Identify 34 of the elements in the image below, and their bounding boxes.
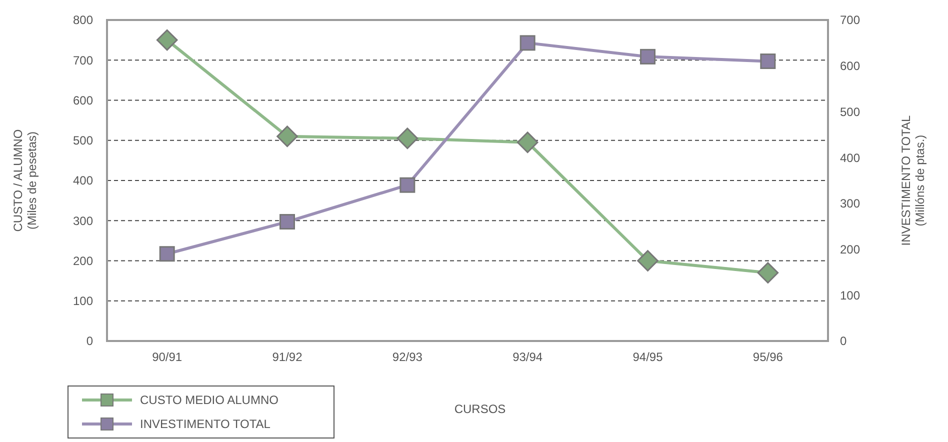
point <box>280 214 295 230</box>
x-tick-label: 94/95 <box>632 350 664 364</box>
x-tick-label: 95/96 <box>752 350 784 364</box>
y2-tick-label: 600 <box>840 59 860 74</box>
y-tick-label: 800 <box>72 13 94 28</box>
x-tick-label: 92/93 <box>392 350 423 364</box>
x-tick-label: 90/91 <box>152 350 182 364</box>
y2-axis-title: INVESTIMENTO TOTAL (Millóns de ptas.) <box>899 114 927 246</box>
y-tick-label: 300 <box>72 214 94 228</box>
y-tick-label: 700 <box>72 53 94 68</box>
point <box>760 54 776 70</box>
point <box>159 246 175 262</box>
point <box>640 48 656 64</box>
y2-tick-label: 300 <box>840 196 860 211</box>
point <box>400 177 416 193</box>
y2-tick-label: 100 <box>840 288 860 302</box>
y2-tick-label: 400 <box>840 150 860 165</box>
x-tick-label: 93/94 <box>512 350 543 364</box>
y-tick-label: 400 <box>72 174 94 188</box>
y-tick-label: 200 <box>72 254 94 268</box>
y-tick-label: 100 <box>72 294 94 308</box>
y2-tick-label: 200 <box>840 242 860 256</box>
y-tick-label: 600 <box>72 93 94 108</box>
y-axis-title: CUSTO / ALUMNO (Miles de pesetas) <box>11 129 39 232</box>
legend-label: INVESTIMENTO TOTAL <box>140 417 271 432</box>
y2-tick-label: 500 <box>840 104 860 119</box>
x-tick-label: 91/92 <box>272 350 303 364</box>
x-axis-title: CURSOS <box>454 402 506 416</box>
y-tick-label: 500 <box>72 134 94 148</box>
y-tick-label: 0 <box>86 334 94 348</box>
y2-tick-label: 0 <box>840 334 847 348</box>
legend-label: CUSTO MEDIO ALUMNO <box>140 393 278 408</box>
y2-tick-label: 700 <box>840 13 860 28</box>
point <box>520 35 536 51</box>
